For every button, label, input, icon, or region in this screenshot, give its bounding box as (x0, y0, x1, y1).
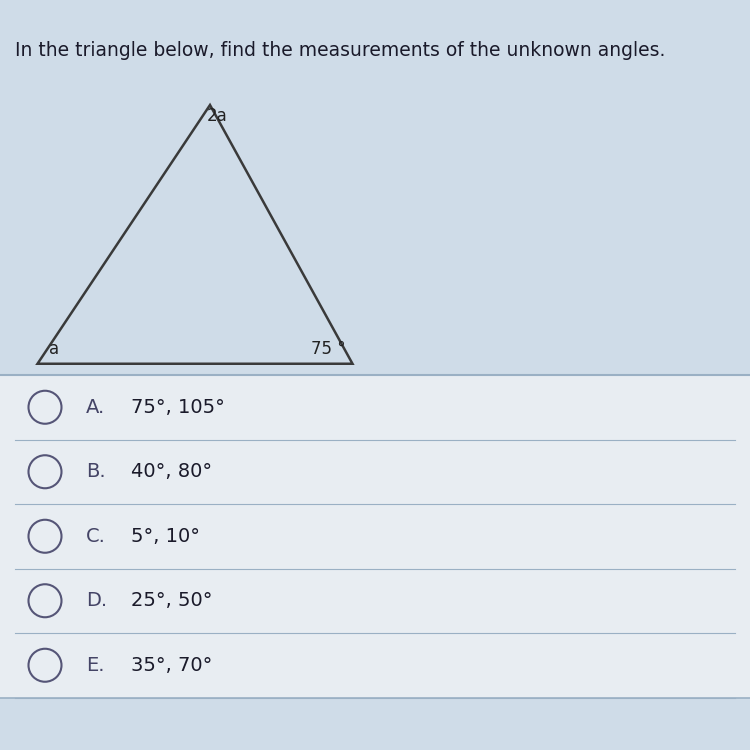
Text: E.: E. (86, 656, 105, 675)
Text: 25°, 50°: 25°, 50° (131, 591, 213, 610)
Text: 75 °: 75 ° (311, 340, 346, 358)
Text: A.: A. (86, 398, 106, 417)
Text: 5°, 10°: 5°, 10° (131, 526, 200, 546)
Text: a: a (49, 340, 58, 358)
Text: C.: C. (86, 526, 106, 546)
Polygon shape (38, 105, 352, 364)
Text: 2a: 2a (206, 107, 227, 125)
Text: 40°, 80°: 40°, 80° (131, 462, 212, 482)
Text: 35°, 70°: 35°, 70° (131, 656, 213, 675)
Text: In the triangle below, find the measurements of the unknown angles.: In the triangle below, find the measurem… (15, 41, 665, 60)
Bar (0, 375, 750, 698)
Text: B.: B. (86, 462, 106, 482)
Text: D.: D. (86, 591, 107, 610)
Bar (0, 22, 750, 375)
Text: 75°, 105°: 75°, 105° (131, 398, 225, 417)
